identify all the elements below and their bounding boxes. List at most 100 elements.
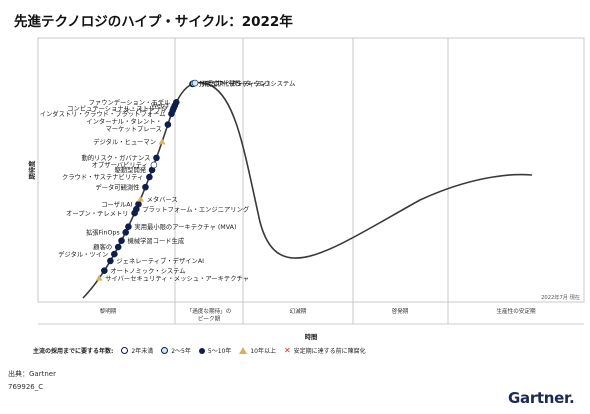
technology-item: 顧客の (93, 242, 122, 251)
phase-label: 「過度な期待」のピーク期 (187, 307, 232, 323)
technology-label: デジタル・ツイン (58, 249, 108, 258)
technology-label: Web3 (151, 103, 169, 110)
circle-navy-marker (118, 237, 125, 244)
gold-triangle-marker (95, 274, 103, 281)
technology-label: NFT (非代替性トークン) (200, 79, 269, 88)
technology-label: 実用最小限のアーキテクチャ (MVA) (134, 222, 236, 231)
gartner-logo: Gartner. (508, 389, 575, 407)
circle-navy-marker (146, 173, 153, 181)
y-axis-label: 期待度 (27, 160, 36, 180)
page-title: 先進テクノロジのハイプ・サイクル：2022年 (14, 14, 293, 30)
legend-label: 2～5年 (171, 348, 191, 355)
technology-item: メタバース (137, 194, 178, 203)
circle-navy-marker (172, 99, 180, 106)
technology-label: オープン・テレメトリ (66, 209, 129, 217)
technology-label: クラウド・サステナビリティ (62, 172, 143, 181)
circle-navy-marker (153, 154, 160, 162)
technology-item: オートノミック・システム (101, 267, 186, 275)
technology-item: クラウド・データ・エコシステム (191, 78, 295, 87)
technology-label: 分散型アイデンティティ (198, 79, 266, 88)
technology-item: データ可観測性 (95, 182, 149, 191)
technology-label: プラットフォーム・エンジニアリング (142, 204, 250, 213)
source-note: 出典：Gartner (8, 370, 56, 378)
circle-navy-marker (107, 257, 114, 265)
legend-item-obsolete: ✕ 安定期に達する前に陳腐化 (284, 346, 366, 355)
technology-label: 拡張FinOps (86, 228, 120, 237)
circle-navy-marker (101, 267, 108, 274)
technology-item: ファウンデーション・モデル (89, 98, 180, 107)
phase-label: 生産性の安定期 (496, 307, 536, 315)
circle-navy-marker (122, 229, 129, 236)
plot-border (37, 37, 585, 303)
technology-label: ファウンデーション・モデル (89, 98, 171, 107)
technology-item: プラットフォーム・エンジニアリング (133, 204, 250, 213)
phase-label: 幻滅期 (290, 307, 307, 315)
technology-item: インターナル・タレント・マーケットプレース (86, 116, 172, 133)
legend-item-under-2y: 2年未満 (121, 346, 153, 355)
technology-item: クラウド・サステナビリティ (62, 172, 153, 181)
technology-item: ジェネレーティブ・デザインAI (107, 256, 204, 265)
technology-label: クラウド・データ・エコシステム (201, 78, 295, 87)
gold-triangle-marker (158, 138, 166, 145)
circle-navy-marker (111, 250, 118, 258)
technology-item: 機械学習コード生成 (118, 236, 185, 245)
technology-label: オートノミック・システム (110, 267, 185, 275)
technology-item: 拡張FinOps (86, 228, 129, 237)
circle-navy-marker (114, 243, 122, 251)
technology-label: デジタル・ヒューマン (93, 137, 156, 146)
legend-label: 安定期に達する前に陳腐化 (293, 348, 366, 355)
circle-navy-marker (142, 183, 149, 191)
legend-title: 主流の採用までに要する年数: (33, 348, 114, 355)
phase-labels: 黎明期 「過度な期待」のピーク期 幻滅期 啓発期 生産性の安定期 (100, 307, 536, 323)
legend-item-2-5y: 2～5年 (161, 346, 191, 355)
technology-item: オブザーバビリティ (92, 160, 158, 169)
technology-item: サイバーセキュリティ・メッシュ・アーキテクチャ (95, 274, 249, 282)
phase-label: 黎明期 (100, 307, 117, 315)
circle-navy-marker (125, 223, 132, 230)
legend-label: 2年未満 (131, 348, 154, 355)
navy-circle-icon (198, 347, 205, 354)
technology-item: 動的リスク・ガバナンス (81, 153, 160, 162)
technology-label: コーザルAI (101, 200, 132, 208)
technology-label: サイバーセキュリティ・メッシュ・アーキテクチャ (105, 274, 249, 282)
legend-item-10y-plus: 10年以上 (239, 346, 276, 355)
technology-label: コンピュテーショナル・ストレージ (67, 104, 168, 112)
technology-item: 実用最小限のアーキテクチャ (MVA) (125, 222, 236, 231)
legend-item-5-10y: 5～10年 (198, 346, 232, 355)
technology-label: スーパーアプリ (123, 107, 167, 115)
circle-navy-marker (135, 200, 142, 208)
date-note: 2022年7月 現在 (541, 293, 580, 301)
technology-item: デジタル・ヒューマン (93, 137, 166, 146)
brand-name: Gartner (508, 389, 570, 407)
technology-label: オブザーバビリティ (92, 160, 148, 169)
chart-frame (37, 37, 585, 325)
legend-label: 10年以上 (250, 348, 276, 355)
circle-white-marker (150, 161, 158, 169)
circle-navy-marker (164, 121, 172, 128)
technology-label: ジェネレーティブ・デザインAI (116, 256, 204, 265)
x-axis-label: 時間 (305, 332, 318, 341)
legend-label: 5～10年 (207, 348, 232, 355)
technology-label: データ可観測性 (95, 182, 139, 191)
white-circle-icon (121, 347, 129, 354)
technology-label: 顧客の (93, 242, 112, 251)
technology-label: 駆動型開発 (115, 165, 147, 174)
technology-label: 機械学習コード生成 (128, 236, 185, 245)
red-x-icon: ✕ (283, 345, 291, 355)
technology-label: インターナル・タレント・マーケットプレース (86, 116, 162, 133)
gold-triangle-icon (239, 347, 248, 354)
circle-lightblue-marker (191, 79, 199, 87)
technology-label: インダストリ・クラウド・プラットフォーム (40, 109, 166, 118)
technology-label: 動的リスク・ガバナンス (81, 153, 150, 162)
legend: 主流の採用までに要する年数: 2年未満 2～5年 5～10年 10年以上 ✕ 安… (33, 346, 366, 355)
technology-item: デジタル・ツイン (58, 249, 118, 258)
lightblue-circle-icon (161, 347, 169, 354)
phase-label: 啓発期 (392, 307, 409, 315)
technology-label: メタバース (147, 194, 178, 203)
technology-item: オープン・テレメトリ (66, 209, 138, 217)
document-id: 769926_C (8, 383, 44, 391)
gold-triangle-marker (137, 195, 144, 202)
